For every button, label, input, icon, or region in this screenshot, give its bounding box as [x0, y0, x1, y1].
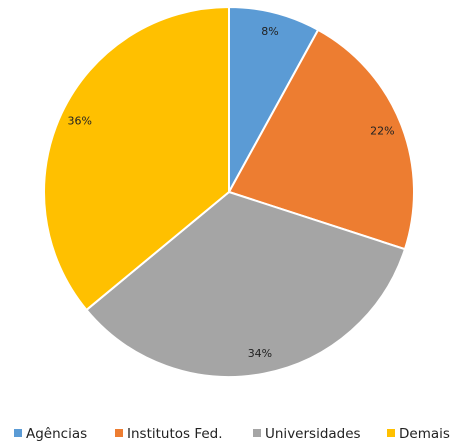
legend-label: Universidades [265, 426, 361, 442]
legend-label: Demais [399, 426, 450, 442]
pie-slice [227, 28, 415, 251]
legend-label: Institutos Fed. [127, 426, 223, 442]
legend-swatch [387, 429, 395, 437]
slice-label: 36% [67, 115, 91, 128]
pie-slice [43, 5, 230, 312]
legend-swatch [14, 429, 22, 437]
pie-slice [228, 5, 320, 193]
legend-swatch [115, 429, 123, 437]
legend-label: Agências [26, 426, 87, 442]
slice-label: 22% [370, 124, 394, 137]
slice-label: 34% [248, 347, 272, 360]
legend-swatch [253, 429, 261, 437]
slice-label: 8% [261, 25, 278, 38]
pie-slice [85, 190, 407, 378]
